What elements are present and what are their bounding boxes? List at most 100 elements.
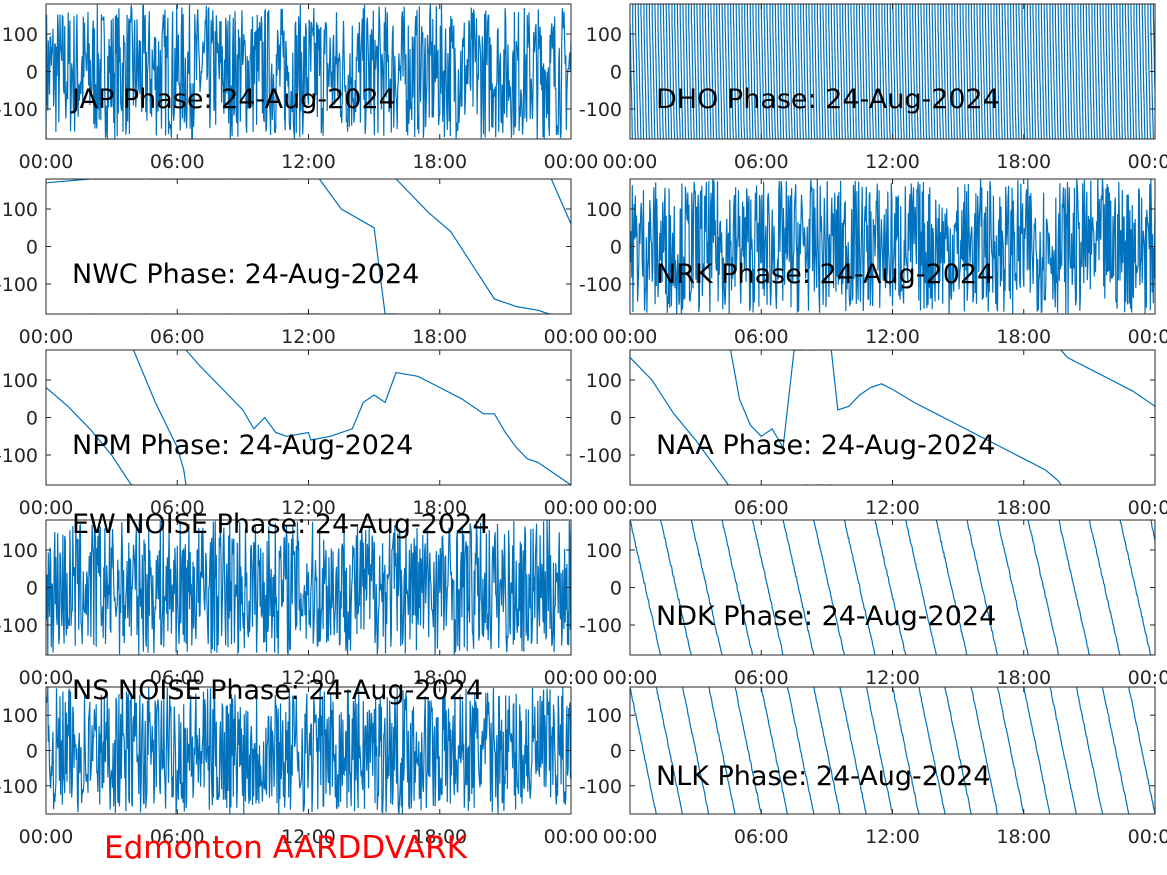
y-tick-label: 0 bbox=[26, 408, 38, 430]
series-line bbox=[46, 520, 571, 655]
station-label: Edmonton AARDDVARK bbox=[104, 830, 468, 866]
y-tick-label: -100 bbox=[579, 274, 622, 296]
x-tick-label: 00:00 bbox=[544, 497, 599, 519]
panel-title: DHO Phase: 24-Aug-2024 bbox=[656, 84, 1000, 115]
x-tick-label: 18:00 bbox=[996, 326, 1051, 348]
x-tick-label: 06:00 bbox=[150, 151, 205, 173]
y-tick-label: 0 bbox=[610, 578, 622, 600]
x-tick-label: 18:00 bbox=[412, 826, 467, 848]
y-tick-label: 0 bbox=[26, 62, 38, 84]
panel-nwc: 100 0 -100 00:00 06:00 12:00 18:00 00:00 NWC Pha… bbox=[0, 178, 599, 348]
x-tick-label: 00:00 bbox=[603, 667, 658, 689]
x-tick-label: 18:00 bbox=[412, 497, 467, 519]
x-tick-label: 06:00 bbox=[734, 151, 789, 173]
x-tick-label: 00:00 bbox=[19, 497, 74, 519]
x-tick-label: 00:00 bbox=[1128, 497, 1167, 519]
series-line bbox=[630, 179, 1155, 314]
axes-box bbox=[629, 519, 1156, 656]
x-tick-label: 00:00 bbox=[603, 326, 658, 348]
x-tick-label: 00:00 bbox=[544, 667, 599, 689]
panel-title: NWC Phase: 24-Aug-2024 bbox=[72, 259, 419, 290]
x-tick-label: 18:00 bbox=[412, 667, 467, 689]
panel-title: NS NOISE Phase: 24-Aug-2024 bbox=[72, 675, 483, 706]
y-tick-label: 100 bbox=[586, 199, 622, 221]
y-tick-label: 100 bbox=[2, 370, 38, 392]
y-tick-label: 100 bbox=[2, 540, 38, 562]
panel-ew-noise: 100 0 -100 00:00 06:00 12:00 18:00 00:00 EW NOIS… bbox=[0, 509, 598, 689]
panel-title: NPM Phase: 24-Aug-2024 bbox=[72, 430, 413, 461]
y-tick-label: -100 bbox=[579, 99, 622, 121]
y-tick-label: -100 bbox=[0, 776, 38, 798]
panel-title: NLK Phase: 24-Aug-2024 bbox=[656, 761, 991, 792]
x-tick-label: 12:00 bbox=[865, 826, 920, 848]
x-tick-label: 06:00 bbox=[734, 667, 789, 689]
series-line bbox=[46, 4, 571, 139]
x-tick-label: 06:00 bbox=[150, 326, 205, 348]
panel-title: JAP Phase: 24-Aug-2024 bbox=[70, 84, 396, 115]
y-tick-label: -100 bbox=[0, 99, 38, 121]
y-tick-label: 100 bbox=[586, 24, 622, 46]
y-tick-label: 0 bbox=[26, 237, 38, 259]
y-tick-label: 0 bbox=[610, 408, 622, 430]
x-tick-label: 18:00 bbox=[996, 826, 1051, 848]
y-tick-label: 0 bbox=[610, 741, 622, 763]
x-tick-label: 18:00 bbox=[996, 497, 1051, 519]
x-tick-label: 00:00 bbox=[1128, 326, 1167, 348]
x-tick-label: 00:00 bbox=[1128, 151, 1167, 173]
x-tick-label: 06:00 bbox=[150, 826, 205, 848]
y-tick-label: -100 bbox=[0, 274, 38, 296]
y-tick-label: 0 bbox=[26, 741, 38, 763]
series-line bbox=[46, 687, 571, 814]
x-tick-label: 06:00 bbox=[734, 326, 789, 348]
y-tick-label: -100 bbox=[0, 445, 38, 467]
panel-title: EW NOISE Phase: 24-Aug-2024 bbox=[72, 509, 490, 540]
panel-nrk: 100 0 -100 00:00 06:00 12:00 18:00 00:00 NRK Pha… bbox=[579, 178, 1167, 348]
y-tick-label: 0 bbox=[26, 578, 38, 600]
y-tick-label: 0 bbox=[610, 237, 622, 259]
x-tick-label: 12:00 bbox=[281, 826, 336, 848]
series-line bbox=[630, 687, 1155, 814]
x-tick-label: 00:00 bbox=[19, 326, 74, 348]
panel-ndk: 100 0 -100 00:00 06:00 12:00 18:00 00:00 NDK Pha… bbox=[579, 519, 1167, 689]
x-tick-label: 00:00 bbox=[19, 826, 74, 848]
x-tick-label: 06:00 bbox=[734, 497, 789, 519]
axes-box bbox=[45, 178, 572, 315]
panel-npm: 100 0 -100 00:00 06:00 12:00 18:00 00:00 NPM Pha… bbox=[0, 349, 599, 519]
x-tick-label: 00:00 bbox=[19, 151, 74, 173]
y-tick-label: 100 bbox=[2, 199, 38, 221]
x-tick-label: 00:00 bbox=[544, 826, 599, 848]
series-line bbox=[46, 350, 571, 485]
panel-jap: 100 0 -100 00:00 06:00 12:00 18:00 00:00 JAP Pha… bbox=[0, 3, 599, 173]
panel-naa: 100 0 -100 00:00 06:00 12:00 18:00 00:00 NAA Pha… bbox=[579, 349, 1167, 519]
x-tick-label: 18:00 bbox=[996, 151, 1051, 173]
series-line bbox=[630, 350, 1155, 485]
y-tick-label: 100 bbox=[586, 370, 622, 392]
y-tick-label: 100 bbox=[2, 24, 38, 46]
y-tick-label: 100 bbox=[2, 705, 38, 727]
x-tick-label: 06:00 bbox=[150, 497, 205, 519]
x-tick-label: 12:00 bbox=[281, 326, 336, 348]
panel-title: NRK Phase: 24-Aug-2024 bbox=[656, 259, 994, 290]
series-line bbox=[630, 520, 1155, 655]
x-tick-label: 00:00 bbox=[1128, 667, 1167, 689]
x-tick-label: 00:00 bbox=[544, 326, 599, 348]
x-tick-label: 00:00 bbox=[603, 151, 658, 173]
series-line bbox=[46, 179, 571, 314]
axes-box bbox=[629, 349, 1156, 486]
x-tick-label: 12:00 bbox=[281, 497, 336, 519]
series-line bbox=[630, 4, 1155, 139]
x-tick-label: 06:00 bbox=[150, 667, 205, 689]
axes-box bbox=[629, 686, 1156, 815]
x-tick-label: 00:00 bbox=[19, 667, 74, 689]
x-tick-label: 00:00 bbox=[544, 151, 599, 173]
y-tick-label: -100 bbox=[579, 615, 622, 637]
panel-title: NAA Phase: 24-Aug-2024 bbox=[656, 430, 995, 461]
axes-box bbox=[45, 349, 572, 486]
x-tick-label: 18:00 bbox=[412, 326, 467, 348]
panel-nlk: 100 0 -100 00:00 06:00 12:00 18:00 00:00 NLK Pha… bbox=[579, 686, 1167, 848]
panel-title: NDK Phase: 24-Aug-2024 bbox=[656, 601, 996, 632]
y-tick-label: -100 bbox=[0, 615, 38, 637]
x-tick-label: 12:00 bbox=[281, 151, 336, 173]
x-tick-label: 12:00 bbox=[865, 151, 920, 173]
